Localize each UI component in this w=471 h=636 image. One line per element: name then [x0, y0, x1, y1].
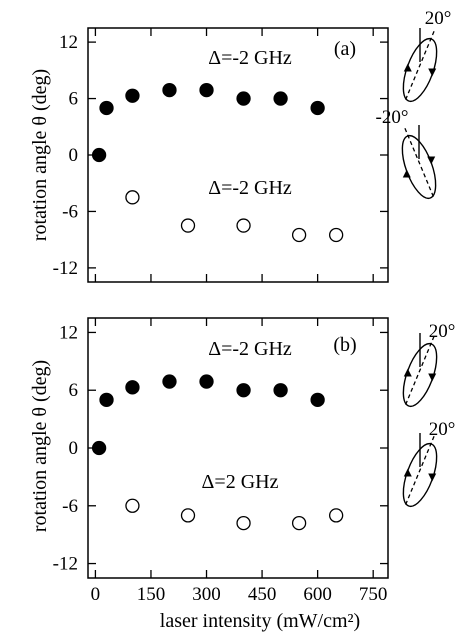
arrow-icon: [428, 68, 437, 77]
panel-b: 12 6 0 -6 -12 0 150 300 450 600 750 (b) Δ=-2 GHz Δ=2 …: [53, 317, 389, 605]
data-point-filled: [125, 380, 140, 395]
rotation-angle-label: 20°: [429, 419, 456, 440]
data-point-filled: [236, 383, 251, 398]
data-point-filled: [273, 91, 288, 106]
data-point-filled: [162, 82, 177, 98]
data-point-filled: [273, 383, 288, 398]
y-tick-label: -6: [62, 496, 78, 517]
data-point-filled: [199, 82, 214, 98]
y-tick-label: 12: [59, 32, 78, 53]
polarization-insets: 20° -20° 20° 20°: [376, 8, 456, 508]
data-point-open: [328, 508, 344, 523]
major-axis-dashed: [405, 335, 435, 405]
arrow-icon: [428, 473, 437, 482]
y-tick-label: -12: [53, 258, 78, 279]
panel-label: (b): [333, 334, 356, 356]
data-point-filled: [99, 392, 114, 408]
x-tick-label: 150: [137, 584, 166, 605]
x-tick-label: 0: [91, 584, 101, 605]
data-point-open: [180, 218, 196, 233]
polarization-ellipse-inset: -20°: [376, 107, 437, 200]
arrow-icon: [403, 368, 412, 377]
polarization-ellipse-inset: 20°: [402, 321, 456, 408]
y-tick-label: 6: [69, 380, 79, 401]
y-tick-label: -6: [62, 201, 78, 222]
y-tick-label: 12: [59, 322, 78, 343]
y-tick-label: 0: [69, 438, 79, 459]
polarization-ellipse: [402, 342, 438, 408]
y-axis-title-b: rotation angle θ (deg): [29, 360, 51, 532]
y-axis-title-a: rotation angle θ (deg): [29, 69, 51, 241]
x-tick-label: 300: [192, 584, 221, 605]
major-axis-dashed: [405, 435, 435, 505]
polarization-ellipse-inset: 20°: [402, 8, 452, 103]
arrow-icon: [427, 156, 436, 165]
y-tick-label: -12: [53, 554, 78, 575]
data-point-open: [180, 508, 196, 523]
data-point-open: [125, 498, 140, 513]
data-point-filled: [236, 91, 251, 106]
polarization-ellipse: [402, 442, 438, 508]
x-tick-label: 450: [248, 584, 277, 605]
detuning-annotation: Δ=2 GHz: [202, 471, 279, 493]
major-axis-dashed: [405, 30, 435, 100]
detuning-annotation: Δ=-2 GHz: [208, 177, 292, 199]
data-point-filled: [310, 100, 325, 116]
data-point-filled: [99, 100, 114, 116]
x-tick-label: 750: [359, 584, 388, 605]
x-axis-title: laser intensity (mW/cm²): [160, 610, 360, 632]
data-point-filled: [91, 440, 107, 456]
data-point-filled: [91, 147, 107, 163]
data-point-open: [328, 227, 344, 243]
panel-label: (a): [334, 38, 356, 60]
y-tick-label: 0: [69, 145, 79, 166]
major-axis-dashed: [404, 127, 434, 197]
detuning-annotation: Δ=-2 GHz: [208, 338, 292, 360]
rotation-angle-label: 20°: [425, 8, 452, 29]
arrow-icon: [428, 373, 437, 382]
data-point-open: [125, 190, 140, 205]
data-point-open: [236, 218, 251, 233]
polarization-ellipse: [402, 37, 438, 103]
arrow-icon: [403, 468, 412, 477]
y-tick-label: 6: [69, 89, 79, 110]
polarization-ellipse-inset: 20°: [402, 419, 456, 508]
data-point-filled: [199, 374, 214, 389]
detuning-annotation: Δ=-2 GHz: [208, 47, 292, 69]
x-tick-label: 600: [303, 584, 332, 605]
panel-a: 12 6 0 -6 -12 (a) Δ=-2 GHz Δ=-2 GHz: [53, 27, 389, 283]
arrow-icon: [402, 169, 411, 178]
data-point-filled: [310, 392, 325, 408]
data-point-filled: [162, 374, 177, 389]
arrow-icon: [403, 63, 412, 72]
data-point-open: [291, 515, 307, 531]
rotation-angle-label: 20°: [429, 321, 456, 342]
data-point-open: [291, 227, 307, 243]
polarization-ellipse: [401, 134, 437, 200]
data-point-open: [236, 515, 251, 531]
data-point-filled: [125, 88, 140, 103]
rotation-angle-label: -20°: [376, 107, 409, 128]
